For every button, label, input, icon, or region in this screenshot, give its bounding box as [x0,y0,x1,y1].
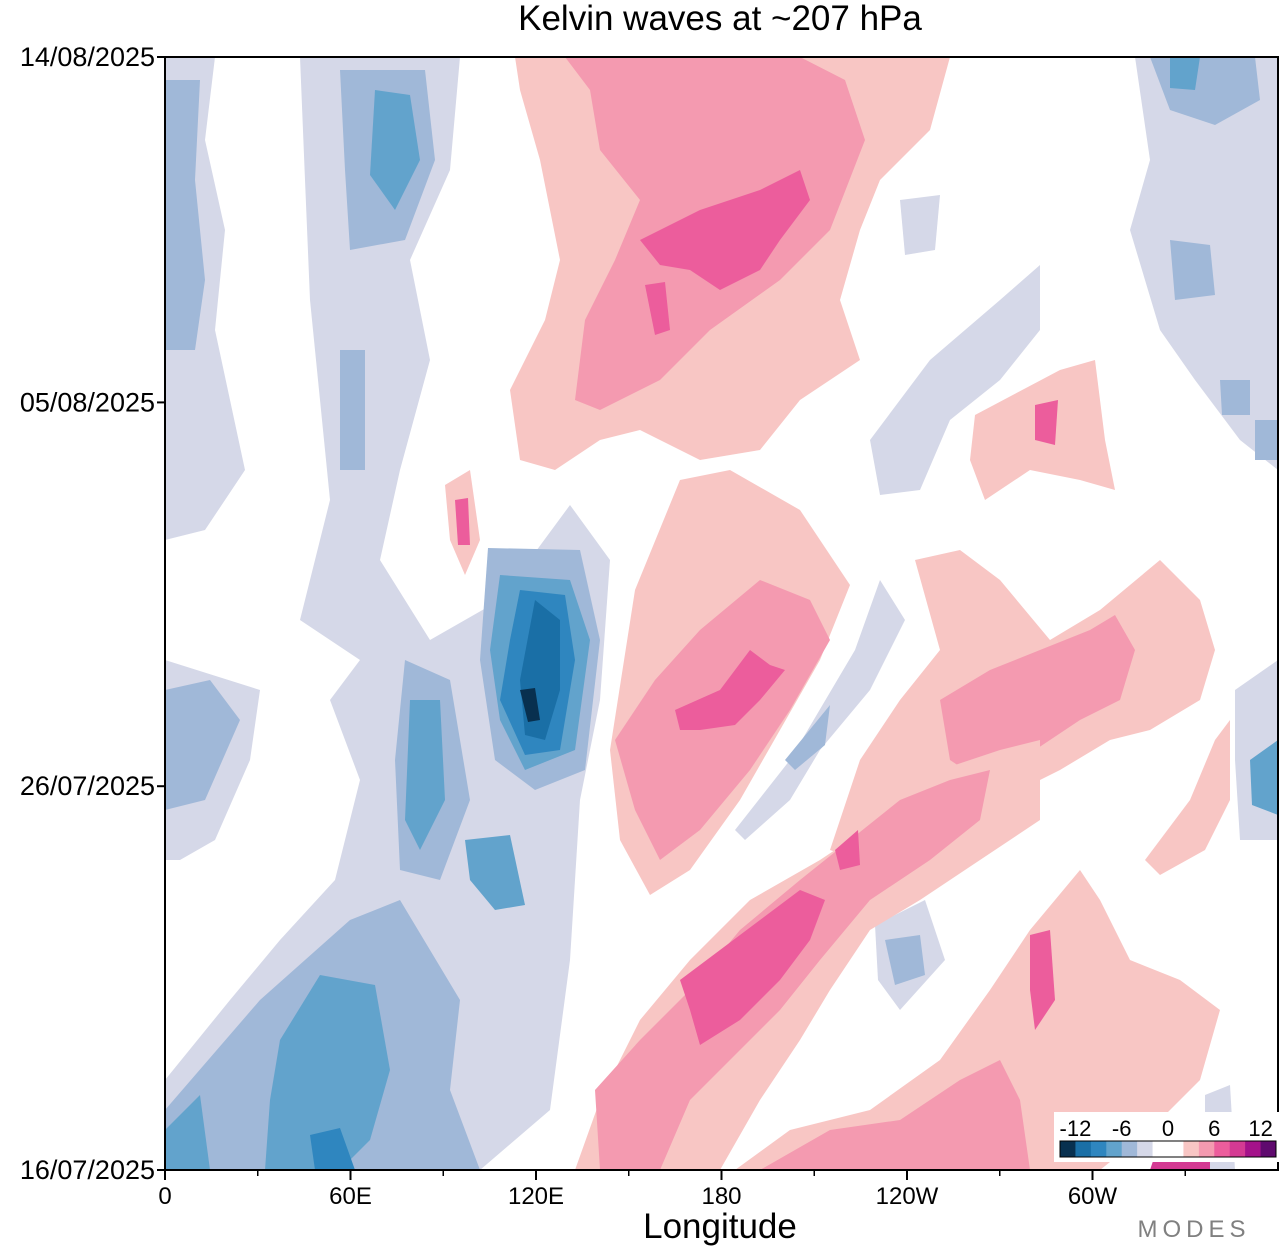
chart-title: Kelvin waves at ~207 hPa [518,0,922,38]
neg-blob-center-core [520,688,540,722]
neg-mid-right-streak-2 [785,705,830,770]
pos-upper-right-2 [1035,400,1058,445]
colorbar-swatch [1152,1141,1169,1157]
y-tick-label: 05/08/2025 [20,387,155,417]
neg-right-edge-lower-2 [1250,740,1278,815]
x-tick-label: 0 [158,1183,171,1210]
y-axis: 16/07/2025 26/07/2025 05/08/2025 14/08/2025 [20,42,165,1185]
colorbar-swatch [1183,1141,1200,1157]
colorbar-legend: -12 -6 0 6 12 [1054,1112,1280,1162]
neg-bottom-left-2 [265,975,390,1170]
pos-long-band-3 [680,890,825,1045]
x-tick-label: 180 [701,1183,741,1210]
neg-blob-mid [340,350,365,470]
colorbar-swatch [1214,1141,1231,1157]
colorbar-swatch [1121,1141,1138,1157]
colorbar-label: -6 [1112,1116,1132,1141]
neg-east-mid [1170,240,1215,300]
colorbar-swatch [1229,1141,1246,1157]
neg-mid-right-streak [735,580,905,840]
positive-regions [445,57,1230,1170]
x-axis-label: Longitude [643,1207,797,1246]
y-tick-label: 14/08/2025 [20,42,155,72]
watermark-logo: MODES [1137,1216,1250,1243]
pos-right-edge-mid [1145,720,1230,875]
neg-band-left-edge-2 [165,80,205,350]
x-axis: 0 60E 120E 180 120W 60W [158,1170,1186,1210]
neg-east-mid-3 [1255,420,1278,460]
neg-bottom-left-3 [310,1128,355,1170]
pos-small-isolated-2 [455,498,470,545]
y-tick-label: 26/07/2025 [20,771,155,801]
negative-regions [165,57,1278,1170]
neg-east-mid-2 [1220,380,1250,415]
colorbar-swatch [1168,1141,1184,1157]
x-tick-label: 120W [876,1183,939,1210]
pos-long-band-4 [835,830,860,870]
colorbar-swatch [1106,1141,1123,1157]
contour-fill [165,57,1278,1170]
colorbar-swatch [1090,1141,1107,1157]
neg-blob-lower-2 [405,700,445,850]
neg-east-upper-3 [1170,57,1200,90]
pos-upper-band-3 [640,170,810,290]
colorbar-border [1059,1140,1277,1158]
colorbar-label: -12 [1060,1116,1092,1141]
colorbar-swatch [1060,1141,1076,1157]
pos-bottom-band-3 [1030,930,1055,1030]
neg-blob-lower-right [465,835,525,910]
neg-east-blob [900,195,940,255]
colorbar-label: 12 [1248,1116,1272,1141]
x-tick-label: 120E [508,1183,564,1210]
colorbar-swatch [1137,1141,1154,1157]
x-tick-label: 60E [329,1183,372,1210]
neg-small-lower-2 [885,935,925,985]
colorbar-swatch [1075,1141,1092,1157]
pos-mid-band-3 [675,650,785,730]
neg-east-mid-right [870,265,1040,495]
pos-bottom-band [735,870,1220,1170]
neg-band-left-bottom-2 [165,680,240,810]
pos-right-upper-band-2 [940,615,1135,780]
pos-long-band-2 [595,770,990,1170]
x-tick-label: 60W [1068,1183,1118,1210]
pos-upper-band-4 [645,282,670,335]
colorbar-swatch [1260,1141,1277,1157]
colorbar-swatch [1198,1141,1215,1157]
colorbar-label: 0 [1162,1116,1174,1141]
neg-band-west-3 [370,90,420,210]
colorbar-swatch [1245,1141,1262,1157]
neg-bottom-corner [165,1095,210,1170]
pos-bottom-band-2 [760,1060,1030,1170]
colorbar-label: 6 [1208,1116,1220,1141]
y-tick-label: 16/07/2025 [20,1155,155,1185]
